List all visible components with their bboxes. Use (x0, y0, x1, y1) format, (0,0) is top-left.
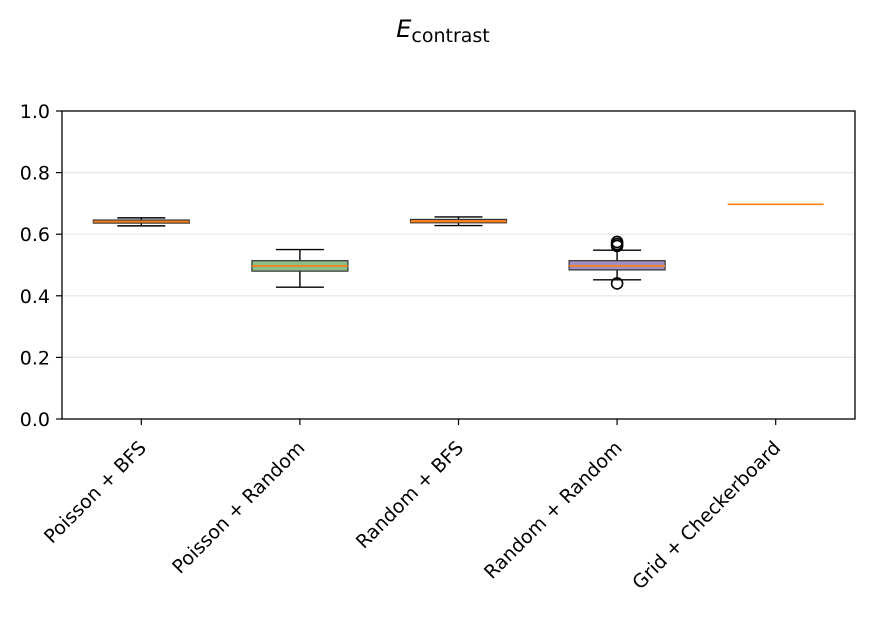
box-3 (409, 216, 508, 227)
chart-title-main: E (396, 15, 412, 43)
boxes-group (92, 203, 824, 290)
x-tick-label: Grid + Checkerboard (628, 437, 785, 594)
outlier-point (610, 235, 624, 249)
y-tick-label: 1.0 (20, 101, 50, 123)
grid-lines (62, 172, 855, 358)
x-tick-label: Random + BFS (352, 437, 468, 553)
plot-frame (61, 110, 856, 420)
y-tick-label: 0.0 (20, 409, 50, 431)
outlier-point (610, 277, 624, 290)
chart-title-subscript: contrast (411, 25, 489, 47)
y-axis: 0.0 0.2 0.4 0.6 0.8 1.0 (20, 101, 62, 431)
chart-title: Econtrast (396, 15, 490, 47)
x-tick-label: Random + Random (480, 437, 627, 584)
box-1 (92, 217, 190, 227)
y-tick-label: 0.2 (20, 347, 50, 369)
y-tick-label: 0.4 (20, 286, 50, 308)
box-2 (251, 248, 349, 288)
box-4 (568, 235, 666, 290)
y-tick-label: 0.6 (20, 224, 50, 246)
y-tick-label: 0.8 (20, 163, 50, 185)
x-tick-label: Poisson + BFS (40, 437, 151, 548)
x-tick-label: Poisson + Random (168, 437, 309, 578)
x-axis: Poisson + BFS Poisson + Random Random + BF… (40, 419, 785, 594)
